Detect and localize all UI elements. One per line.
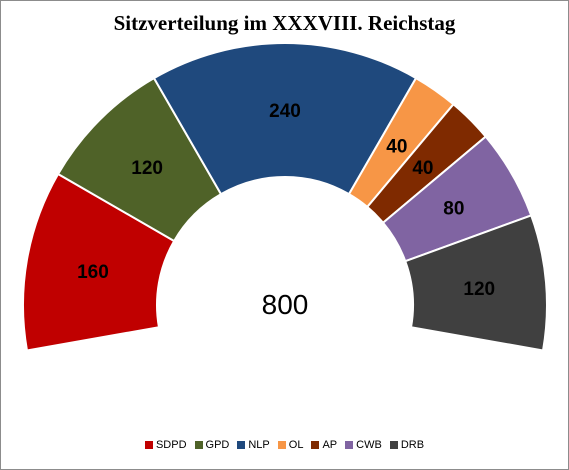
data-label-cwb: 80 xyxy=(443,199,464,220)
legend-item-sdpd: SDPD xyxy=(144,439,187,451)
chart-legend: SDPD GPD NLP OL AP CWB DRB xyxy=(1,439,568,451)
legend-label: DRB xyxy=(400,439,425,451)
data-label-ol: 40 xyxy=(386,136,407,157)
legend-item-cwb: CWB xyxy=(345,439,382,451)
legend-label: CWB xyxy=(356,439,382,451)
legend-swatch xyxy=(389,441,398,449)
legend-item-drb: DRB xyxy=(389,439,425,451)
legend-label: NLP xyxy=(248,439,270,451)
legend-swatch xyxy=(345,441,354,449)
slice-drb xyxy=(403,214,548,352)
legend-swatch xyxy=(277,441,286,449)
chart-title: Sitzverteilung im XXXVIII. Reichstag xyxy=(113,11,456,35)
data-label-nlp: 240 xyxy=(269,101,301,122)
data-label-ap: 40 xyxy=(412,158,433,179)
legend-item-nlp: NLP xyxy=(237,439,270,451)
legend-swatch xyxy=(194,441,203,449)
legend-label: OL xyxy=(288,439,304,451)
legend-swatch xyxy=(144,441,153,449)
slice-nlp xyxy=(152,42,418,196)
legend-item-ap: AP xyxy=(311,439,337,451)
legend-label: AP xyxy=(322,439,338,451)
legend-label: GPD xyxy=(205,439,230,451)
legend-item-ol: OL xyxy=(277,439,304,451)
data-label-sdpd: 160 xyxy=(77,262,109,283)
legend-item-gpd: GPD xyxy=(194,439,230,451)
legend-swatch xyxy=(237,441,246,449)
legend-label: SDPD xyxy=(155,439,187,451)
data-label-drb: 120 xyxy=(463,279,495,300)
legend-swatch xyxy=(311,441,320,449)
total-seats-label: 800 xyxy=(262,289,309,320)
data-label-gpd: 120 xyxy=(131,158,163,179)
